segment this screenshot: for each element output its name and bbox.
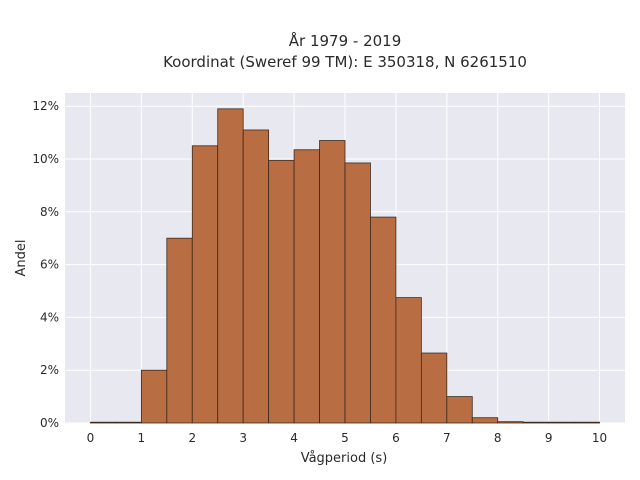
histogram-bar xyxy=(471,417,499,424)
x-tick-label: 7 xyxy=(443,431,451,445)
x-tick-label: 0 xyxy=(87,431,95,445)
y-tick-label: 10% xyxy=(32,152,59,166)
histogram-bar xyxy=(268,159,295,424)
y-tick-label: 6% xyxy=(40,258,59,272)
histogram-bar xyxy=(573,421,600,424)
y-axis-ticks: 0% 2% 4% 6% 8% 10% 12% xyxy=(32,99,59,430)
x-axis-ticks: 0 1 2 3 4 5 6 7 8 9 10 xyxy=(87,431,608,445)
x-tick-label: 1 xyxy=(138,431,146,445)
histogram-bar xyxy=(319,140,346,424)
histogram-bar xyxy=(140,369,168,424)
histogram-bar xyxy=(166,237,193,424)
histogram-bar xyxy=(548,421,575,424)
x-tick-label: 6 xyxy=(392,431,400,445)
histogram-bar xyxy=(344,162,371,424)
y-tick-label: 12% xyxy=(32,99,59,113)
histogram-bar xyxy=(293,149,320,424)
y-tick-label: 8% xyxy=(40,205,59,219)
histogram-bar xyxy=(497,421,524,424)
x-tick-label: 4 xyxy=(290,431,298,445)
x-tick-label: 10 xyxy=(592,431,607,445)
y-tick-label: 4% xyxy=(40,310,59,324)
x-tick-label: 5 xyxy=(341,431,349,445)
x-axis-label: Vågperiod (s) xyxy=(301,451,388,466)
histogram-bar xyxy=(395,297,422,424)
chart-title-line2: Koordinat (Sweref 99 TM): E 350318, N 62… xyxy=(163,53,527,71)
histogram-bar xyxy=(115,421,142,424)
histogram-bar xyxy=(217,108,244,424)
y-axis-label: Andel xyxy=(14,240,29,277)
histogram-bar xyxy=(446,396,473,424)
histogram-bar xyxy=(522,421,550,424)
chart-title-line1: År 1979 - 2019 xyxy=(289,31,402,50)
x-tick-label: 9 xyxy=(545,431,553,445)
y-tick-label: 2% xyxy=(40,363,59,377)
histogram-bar xyxy=(191,145,219,424)
histogram-bar xyxy=(420,352,448,424)
x-tick-label: 3 xyxy=(239,431,247,445)
histogram-bar xyxy=(370,216,397,424)
bars xyxy=(90,108,600,424)
histogram-bar xyxy=(242,129,270,424)
x-tick-label: 2 xyxy=(188,431,196,445)
x-tick-label: 8 xyxy=(494,431,502,445)
histogram-bar xyxy=(90,421,117,424)
y-tick-label: 0% xyxy=(40,416,59,430)
